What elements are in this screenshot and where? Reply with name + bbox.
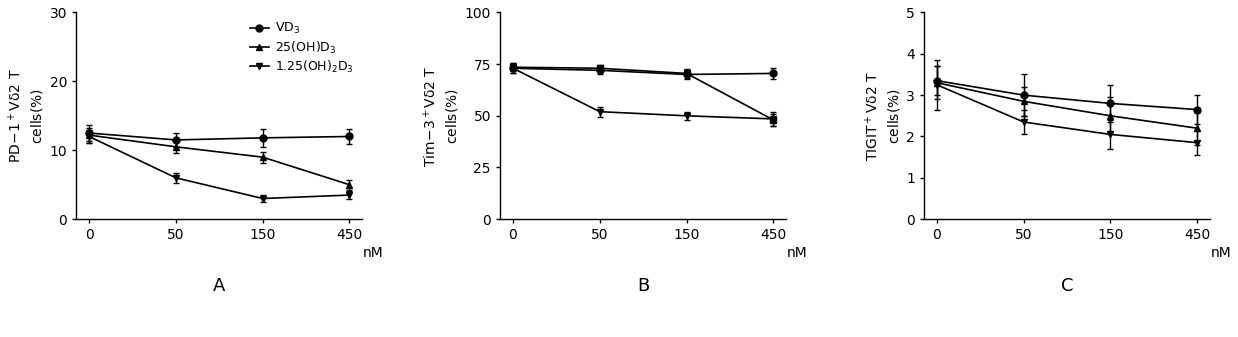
Text: B: B bbox=[638, 277, 649, 295]
Text: A: A bbox=[213, 277, 225, 295]
Y-axis label: $\mathregular{TIGIT^+V\delta2\ T}$
$\mathregular{cells(\%)}$: $\mathregular{TIGIT^+V\delta2\ T}$ $\mat… bbox=[864, 71, 901, 161]
Text: nM: nM bbox=[363, 246, 384, 260]
Legend: $\mathregular{VD_3}$, $\mathregular{25(OH)D_3}$, $\mathregular{1.25(OH)_2D_3}$: $\mathregular{VD_3}$, $\mathregular{25(O… bbox=[248, 19, 357, 77]
Text: nM: nM bbox=[786, 246, 807, 260]
Y-axis label: $\mathregular{PD\!-\!1^+V\delta2\ T}$
$\mathregular{cells(\%)}$: $\mathregular{PD\!-\!1^+V\delta2\ T}$ $\… bbox=[7, 68, 46, 163]
Text: nM: nM bbox=[1211, 246, 1231, 260]
Text: C: C bbox=[1061, 277, 1073, 295]
Y-axis label: $\mathregular{Tim\!-\!3^+V\delta2\ T}$
$\mathregular{cells(\%)}$: $\mathregular{Tim\!-\!3^+V\delta2\ T}$ $… bbox=[422, 65, 461, 166]
